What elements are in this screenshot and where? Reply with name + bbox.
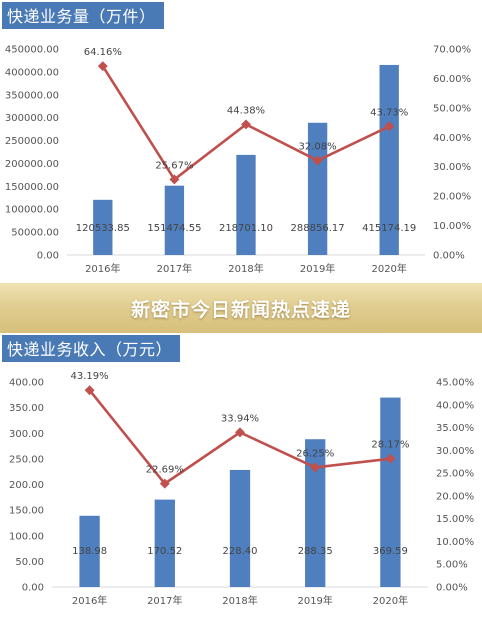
y-tick-label: 50000.00 [11, 228, 59, 239]
line-point [84, 385, 95, 396]
line-data-label: 33.94% [221, 413, 259, 424]
x-tick-label: 2019年 [300, 262, 335, 275]
y2-tick-label: 20.00% [436, 491, 474, 502]
y-tick-label: 400.00 [9, 378, 44, 389]
y-tick-label: 200.00 [9, 480, 44, 491]
y2-tick-label: 70.00% [433, 45, 471, 56]
chart-panel-volume: 0.00 50000.00 100000.00 150000.00 200000.00 2… [0, 0, 482, 283]
bar-data-label: 288.35 [298, 546, 333, 557]
line-point [159, 478, 170, 489]
y2-tick-label: 35.00% [436, 423, 474, 434]
line-data-label: 43.73% [370, 107, 408, 118]
y-tick-label: 250.00 [9, 454, 44, 465]
line-data-label: 28.17% [371, 440, 409, 451]
y2-tick-label: 40.00% [433, 133, 471, 144]
y-tick-label: 0.00 [22, 583, 44, 594]
revenue-chart-svg: 0.00 50.00 100.00 150.00 200.00 250.00 300.00 3… [9, 371, 474, 607]
bar [229, 469, 251, 587]
y-tick-label: 250000.00 [5, 136, 59, 147]
y2-tick-label: 10.00% [436, 537, 474, 548]
bar [154, 499, 175, 587]
bar [380, 397, 401, 587]
line-point [310, 462, 321, 473]
bar-data-label: 151474.55 [147, 223, 201, 234]
bar [164, 185, 185, 255]
y2-tick-label: 60.00% [433, 74, 471, 85]
y-tick-label: 350.00 [9, 403, 44, 414]
bar [379, 64, 399, 256]
x-tick-label: 2016年 [85, 262, 120, 275]
y-tick-label: 100.00 [9, 531, 44, 542]
y2-tick-label: 0.00% [433, 251, 465, 262]
banner-text: 新密市今日新闻热点速递 [130, 298, 351, 321]
y-tick-label: 350000.00 [5, 90, 59, 101]
x-tick-label: 2017年 [147, 594, 182, 607]
line-point [312, 155, 323, 166]
x-tick-label: 2020年 [371, 262, 406, 275]
line-point [385, 453, 396, 464]
line-data-label: 64.16% [84, 47, 122, 58]
bar [93, 199, 113, 255]
x-tick-label: 2018年 [228, 262, 263, 275]
y2-tick-label: 30.00% [433, 162, 471, 173]
bar-data-label: 288856.17 [291, 223, 345, 234]
bar-data-label: 415174.19 [362, 223, 416, 234]
line-data-label: 25.67% [155, 160, 193, 171]
bar-data-label: 138.98 [72, 546, 107, 557]
bar [236, 154, 256, 255]
y2-tick-label: 15.00% [436, 514, 474, 525]
line-data-label: 26.25% [296, 448, 334, 459]
x-tick-label: 2017年 [157, 262, 192, 275]
bar [79, 515, 100, 587]
y2-tick-label: 20.00% [433, 192, 471, 203]
x-tick-label: 2018年 [222, 594, 257, 607]
chart-title: 快递业务收入（万元） [2, 335, 181, 362]
x-tick-label: 2019年 [297, 594, 332, 607]
chart-title: 快递业务量（万件） [2, 2, 164, 29]
y2-tick-label: 40.00% [436, 400, 474, 411]
bar-data-label: 228.40 [223, 546, 258, 557]
y-tick-label: 400000.00 [5, 67, 59, 78]
y-tick-label: 150000.00 [5, 182, 59, 193]
line-data-label: 22.69% [146, 465, 184, 476]
bar-data-label: 369.59 [373, 546, 408, 557]
bar [305, 439, 326, 587]
bar-data-label: 218701.10 [219, 223, 273, 234]
y-tick-label: 0.00 [37, 251, 59, 262]
y2-tick-label: 10.00% [433, 221, 471, 232]
x-tick-label: 2020年 [373, 594, 408, 607]
x-tick-label: 2016年 [72, 594, 107, 607]
bar-data-label: 170.52 [147, 546, 182, 557]
y-tick-label: 450000.00 [5, 45, 59, 56]
y2-tick-label: 50.00% [433, 103, 471, 114]
y2-tick-label: 5.00% [436, 560, 468, 571]
y2-tick-label: 45.00% [436, 378, 474, 389]
y-tick-label: 300000.00 [5, 113, 59, 124]
y2-tick-label: 25.00% [436, 469, 474, 480]
volume-chart-svg: 0.00 50000.00 100000.00 150000.00 200000.00 2… [5, 45, 471, 276]
y-tick-label: 50.00 [15, 557, 44, 568]
line-point [235, 427, 245, 438]
line-point [169, 174, 180, 185]
bar [307, 122, 328, 255]
line-point [241, 119, 251, 130]
chart-panel-revenue: 0.00 50.00 100.00 150.00 200.00 250.00 300.00 3… [0, 333, 482, 621]
y-tick-label: 200000.00 [5, 159, 59, 170]
y-tick-label: 300.00 [9, 429, 44, 440]
y-tick-label: 150.00 [9, 506, 44, 517]
y2-tick-label: 0.00% [436, 583, 468, 594]
line-data-label: 43.19% [71, 371, 109, 382]
line-data-label: 44.38% [227, 105, 265, 116]
y2-tick-label: 30.00% [436, 446, 474, 457]
line-data-label: 32.08% [299, 142, 337, 153]
bar-data-label: 120533.85 [76, 223, 130, 234]
line-point [97, 61, 108, 72]
y-tick-label: 100000.00 [5, 205, 59, 216]
news-banner: 新密市今日新闻热点速递 [0, 283, 482, 333]
